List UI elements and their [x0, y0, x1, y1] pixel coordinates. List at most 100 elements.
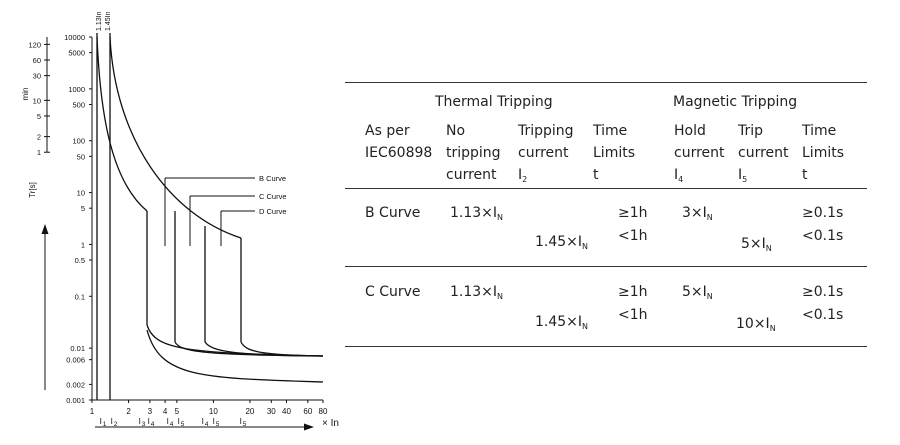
current-marker-sub: 4	[170, 421, 174, 428]
x-tick-label: 30	[267, 407, 276, 416]
current-marker: I4	[148, 417, 155, 428]
thermal-curve-upper	[109, 36, 242, 239]
header-tripping-current: Tripping current I2	[518, 123, 574, 184]
y-tick-label: 5	[81, 204, 85, 213]
lower-instant-curve	[146, 329, 324, 383]
x-arrow-head	[304, 423, 314, 431]
curve-label-1: B Curve	[259, 174, 286, 183]
y-min-tick-label: 5	[37, 112, 41, 121]
row-b-hold: 3×IN	[682, 205, 713, 222]
current-marker: I4	[167, 417, 174, 428]
magnetic-tripping-header: Magnetic Tripping	[673, 94, 798, 110]
x-tick-label: 3	[148, 407, 153, 416]
table-header-rule	[345, 188, 867, 189]
y-min-tick-label: 10	[33, 96, 41, 105]
y-tick-label: 1000	[68, 85, 85, 94]
row-c-no-tripping: 1.13×IN	[450, 284, 504, 301]
thermal-curve-lower	[96, 36, 148, 212]
row-b-tripping: 1.45×IN	[535, 234, 589, 251]
row-b-mtime-max: <0.1s	[802, 228, 844, 244]
row-b-no-tripping: 1.13×IN	[450, 205, 504, 222]
current-marker-sub: 2	[114, 421, 118, 428]
current-marker: I5	[178, 417, 185, 428]
y-tick-label: 10	[77, 189, 85, 198]
current-marker-sub: 1	[103, 421, 107, 428]
x-tick-label: 2	[126, 407, 131, 416]
row-b-time-min: ≥1h	[618, 205, 648, 221]
row-b-mtime-min: ≥0.1s	[802, 205, 844, 221]
y-min-axis-label: min	[21, 88, 30, 101]
chart-axes: 10000 5000 1000 500 100 50 10 5 1 0.5 0.1 0.01 0.006…	[21, 11, 339, 431]
y-min-tick-label: 120	[28, 40, 41, 49]
x-tick-label: 80	[319, 407, 328, 416]
current-marker-sub: 5	[243, 421, 247, 428]
top-label-1-45: 1.45In	[105, 11, 112, 31]
table-top-rule	[345, 82, 867, 83]
row-b-time-max: <1h	[618, 228, 648, 244]
x-tick-label: 60	[303, 407, 312, 416]
x-tick-label: 20	[245, 407, 254, 416]
header-trip-current: Trip current I5	[738, 123, 789, 184]
current-marker: I5	[240, 417, 247, 428]
row-c-time-min: ≥1h	[618, 284, 648, 300]
current-marker: I4	[202, 417, 209, 428]
row-c-hold: 5×IN	[682, 284, 713, 301]
y-arrow-head	[41, 224, 49, 234]
current-marker-sub: 4	[205, 421, 209, 428]
header-no-tripping-current: No tripping current	[446, 123, 501, 183]
chart-curves	[96, 33, 324, 400]
y-tick-label: 100	[72, 137, 85, 146]
current-marker: I3	[139, 417, 146, 428]
header-hold-current: Hold current I4	[674, 123, 725, 184]
row-c-time-max: <1h	[618, 307, 648, 323]
b-curve-instant	[146, 324, 324, 357]
y-sec-axis-label: Tr[s]	[28, 182, 37, 198]
x-axis-label: × In	[322, 418, 339, 429]
x-tick-label: 10	[209, 407, 218, 416]
y-tick-label: 0.002	[66, 380, 85, 389]
header-time-limits-magnetic: Time Limits t	[802, 123, 844, 183]
current-marker-sub: 5	[181, 421, 185, 428]
y-tick-label: 0.5	[75, 256, 85, 265]
y-tick-label: 500	[72, 100, 85, 109]
y-tick-label: 0.006	[66, 356, 85, 365]
current-marker-sub: 5	[216, 421, 220, 428]
current-marker: I2	[111, 417, 118, 428]
row-c-tripping: 1.45×IN	[535, 314, 589, 331]
top-label-1-13: 1.13In	[96, 11, 103, 31]
row-b-name: B Curve	[365, 205, 421, 221]
row-c-trip: 10×IN	[736, 316, 776, 333]
y-min-tick-label: 1	[37, 148, 41, 157]
tripping-table: Thermal Tripping Magnetic Tripping As pe…	[345, 82, 867, 347]
e-curve-instant	[240, 341, 324, 357]
y-min-tick-label: 60	[33, 56, 41, 65]
x-tick-label: 1	[90, 407, 95, 416]
x-tick-label: 40	[282, 407, 291, 416]
row-b-trip: 5×IN	[741, 236, 772, 253]
curve-label-3: D Curve	[259, 207, 287, 216]
table-row-rule	[345, 266, 867, 267]
y-tick-label: 10000	[64, 33, 85, 42]
header-standard: As per IEC60898	[365, 123, 433, 161]
current-marker: I5	[213, 417, 220, 428]
y-tick-label: 0.001	[66, 396, 85, 405]
x-tick-label: 4	[163, 407, 168, 416]
current-marker-sub: 4	[151, 421, 155, 428]
table-bottom-rule	[345, 346, 867, 347]
current-marker: I1	[100, 417, 107, 428]
row-c-name: C Curve	[365, 284, 421, 300]
y-tick-label: 50	[77, 152, 85, 161]
thermal-tripping-header: Thermal Tripping	[435, 94, 553, 110]
y-min-tick-label: 2	[37, 133, 41, 142]
y-min-tick-label: 30	[33, 72, 41, 81]
y-tick-label: 0.01	[70, 344, 85, 353]
y-tick-label: 5000	[68, 49, 85, 58]
y-tick-label: 1	[81, 240, 85, 249]
y-tick-label: 0.1	[75, 292, 85, 301]
curve-label-2: C Curve	[259, 192, 287, 201]
tripping-curve-chart: 10000 5000 1000 500 100 50 10 5 1 0.5 0.1 0.01 0.006…	[21, 11, 339, 431]
row-c-mtime-min: ≥0.1s	[802, 284, 844, 300]
chart-labels: B Curve C Curve D Curve	[164, 174, 287, 246]
header-time-limits-thermal: Time Limits t	[593, 123, 635, 183]
